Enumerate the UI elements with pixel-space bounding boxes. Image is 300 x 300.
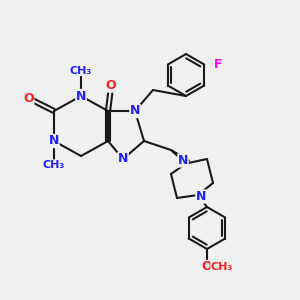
Text: O: O — [202, 260, 212, 274]
Text: CH₃: CH₃ — [70, 65, 92, 76]
Text: N: N — [76, 89, 86, 103]
Text: O: O — [23, 92, 34, 106]
Text: N: N — [118, 152, 128, 166]
Text: F: F — [213, 58, 222, 71]
Text: N: N — [49, 134, 59, 148]
Text: N: N — [196, 190, 206, 203]
Text: N: N — [178, 154, 188, 167]
Text: O: O — [106, 79, 116, 92]
Text: CH₃: CH₃ — [43, 160, 65, 170]
Text: CH₃: CH₃ — [211, 262, 233, 272]
Text: N: N — [130, 104, 140, 118]
